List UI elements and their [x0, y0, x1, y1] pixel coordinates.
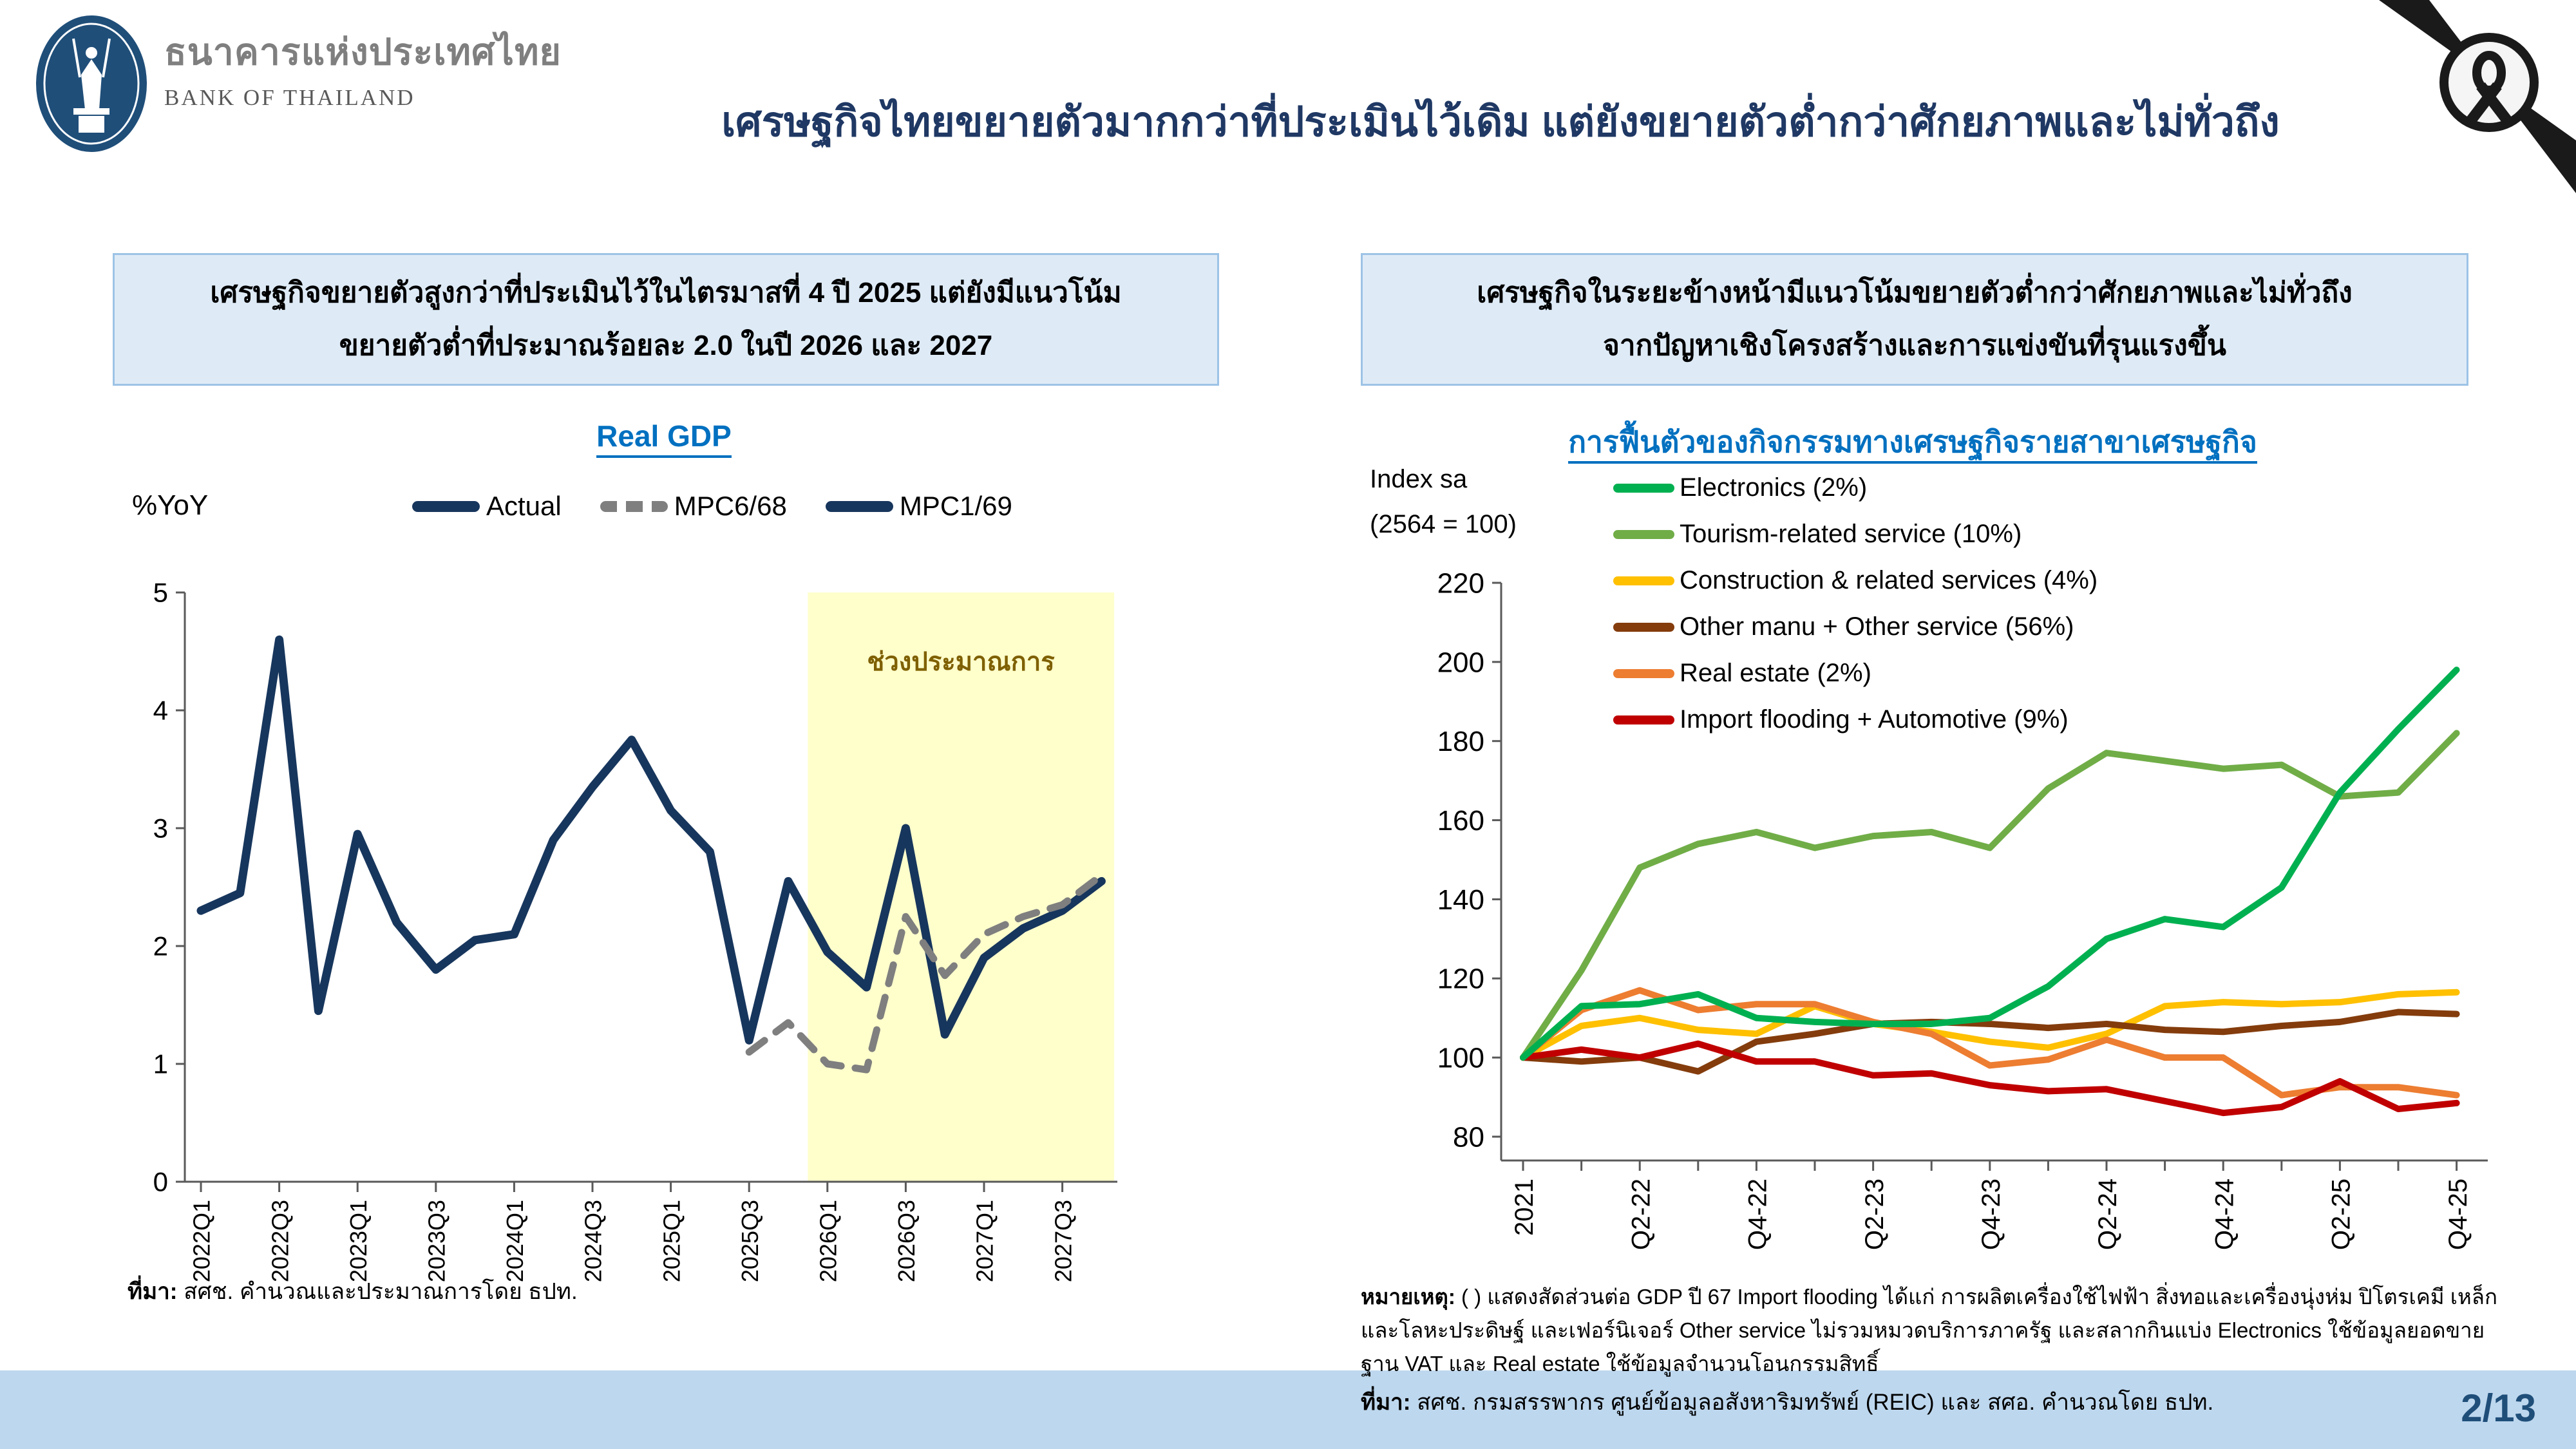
legend-swatch-actual	[412, 500, 480, 512]
legend-item-real-estate: Real estate (2%)	[1613, 659, 2098, 688]
legend-swatch-import-flooding	[1613, 715, 1674, 724]
y-tick-label: 1	[153, 1049, 168, 1079]
x-tick-label: Q4-25	[2444, 1179, 2472, 1250]
x-tick-label: 2026Q3	[893, 1200, 920, 1282]
right-chart-title: การฟื้นตัวของกิจกรรมทางเศรษฐกิจรายสาขาเศ…	[1361, 419, 2465, 466]
legend-item-construction: Construction & related services (4%)	[1613, 566, 2098, 595]
logo-org-name-th: ธนาคารแห่งประเทศไทย	[164, 32, 562, 73]
left-chart-legend: Actual MPC6/68 MPC1/69	[412, 491, 1012, 522]
x-tick-label: Q4-24	[2210, 1179, 2239, 1250]
x-tick-label: 2027Q3	[1050, 1200, 1076, 1282]
real-gdp-chart: 0 1 2 3 4 5 2022Q1 2022Q3 2023Q1 2023Q3 2024Q1 2024…	[153, 578, 1117, 1282]
x-tick-label: 2023Q3	[423, 1200, 450, 1282]
y-tick-label: 80	[1453, 1121, 1484, 1153]
left-chart-source: ที่มา: สศช. คำนวณและประมาณการโดย ธปท.	[128, 1279, 578, 1304]
x-tick-label: Q2-23	[1861, 1179, 1889, 1250]
left-callout-line1: เศรษฐกิจขยายตัวสูงกว่าที่ประเมินไว้ในไตร…	[210, 277, 1122, 308]
left-chart-title: Real GDP	[113, 419, 1215, 458]
right-chart-ylabel-line1: Index sa	[1370, 465, 1468, 493]
legend-swatch-construction	[1613, 576, 1674, 585]
y-tick-label: 0	[153, 1167, 168, 1197]
left-callout-line2: ขยายตัวต่ำที่ประมาณร้อยละ 2.0 ในปี 2026 …	[339, 330, 993, 361]
ribbon-circle	[2439, 33, 2539, 132]
y-tick-label: 100	[1437, 1043, 1484, 1074]
forecast-period-label: ช่วงประมาณการ	[867, 648, 1055, 676]
bot-logo	[33, 13, 149, 158]
y-tick-label: 120	[1437, 963, 1484, 995]
legend-item-mpc668: MPC6/68	[600, 491, 787, 522]
x-tick-label: 2022Q3	[267, 1200, 293, 1282]
sector-activity-chart: 80 100 120 140 160 180 200 220 2021 Q2-22 Q4-22 Q2-…	[1437, 567, 2488, 1250]
legend-item-mpc169: MPC1/69	[825, 491, 1012, 522]
logo-org-name-en: BANK OF THAILAND	[164, 85, 415, 110]
series-line-3	[1520, 1009, 2460, 1075]
right-chart-ylabel-line2: (2564 = 100)	[1370, 510, 1517, 538]
y-tick-label: 140	[1437, 884, 1484, 916]
y-tick-label: 2	[153, 931, 168, 961]
x-tick-label: 2022Q1	[189, 1200, 215, 1282]
y-tick-label: 160	[1437, 805, 1484, 837]
legend-swatch-tourism	[1613, 529, 1674, 539]
x-tick-label: 2024Q1	[502, 1200, 528, 1282]
x-tick-label: 2026Q1	[815, 1200, 841, 1282]
x-tick-label: 2021	[1510, 1179, 1539, 1236]
x-tick-label: Q4-23	[1977, 1179, 2005, 1250]
x-tick-label: 2023Q1	[345, 1200, 372, 1282]
legend-item-tourism: Tourism-related service (10%)	[1613, 520, 2098, 549]
forecast-band	[808, 592, 1114, 1182]
legend-item-electronics: Electronics (2%)	[1613, 473, 2098, 502]
logo-wordmark: ธนาคารแห่งประเทศไทย BANK OF THAILAND	[164, 23, 562, 111]
y-tick-label: 200	[1437, 647, 1484, 678]
y-tick-label: 5	[153, 578, 168, 608]
right-callout-line1: เศรษฐกิจในระยะข้างหน้ามีแนวโน้มขยายตัวต่…	[1477, 277, 2353, 308]
legend-swatch-other-manu	[1613, 622, 1674, 632]
series-line-5	[1520, 1040, 2460, 1117]
y-tick-label: 220	[1437, 567, 1484, 599]
legend-item-import-flooding: Import flooding + Automotive (9%)	[1613, 705, 2098, 734]
legend-swatch-mpc169	[825, 500, 893, 512]
x-tick-label: 2027Q1	[972, 1200, 998, 1282]
legend-swatch-electronics	[1613, 483, 1674, 493]
mourning-ribbon-banner	[2379, 0, 2576, 193]
bot-emblem-icon	[36, 15, 147, 152]
legend-swatch-mpc668	[600, 500, 668, 512]
y-tick-label: 3	[153, 813, 168, 844]
right-chart-note: หมายเหตุ: ( ) แสดงสัดส่วนต่อ GDP ปี 67 I…	[1361, 1285, 2497, 1376]
page-number: 2/13	[2461, 1387, 2536, 1430]
x-tick-label: Q4-22	[1744, 1179, 1772, 1250]
x-tick-label: 2025Q3	[737, 1200, 763, 1282]
bottom-strip	[0, 1370, 2576, 1449]
legend-swatch-real-estate	[1613, 668, 1674, 678]
right-chart-source: ที่มา: สศช. กรมสรรพากร ศูนย์ข้อมูลอสังหา…	[1361, 1390, 2214, 1415]
right-callout-box: เศรษฐกิจในระยะข้างหน้ามีแนวโน้มขยายตัวต่…	[1361, 253, 2468, 386]
x-tick-label: 2024Q3	[580, 1200, 607, 1282]
series-line-1	[745, 871, 1105, 1074]
y-tick-label: 4	[153, 696, 168, 726]
left-callout-box: เศรษฐกิจขยายตัวสูงกว่าที่ประเมินไว้ในไตร…	[113, 253, 1219, 386]
left-chart-ylabel: %YoY	[132, 489, 209, 521]
black-ribbon-icon	[2464, 51, 2514, 128]
page-title: เศรษฐกิจไทยขยายตัวมากกว่าที่ประเมินไว้เด…	[721, 99, 2280, 145]
right-callout-line2: จากปัญหาเชิงโครงสร้างและการแข่งขันที่รุน…	[1603, 330, 2226, 361]
series-line-4	[1520, 987, 2460, 1099]
y-tick-label: 180	[1437, 726, 1484, 757]
x-tick-label: Q2-24	[2094, 1179, 2122, 1250]
series-line-1	[1520, 730, 2460, 1061]
series-line-0	[1520, 667, 2460, 1061]
x-tick-label: 2025Q1	[658, 1200, 685, 1282]
series-line-2	[1520, 989, 2460, 1061]
series-line-0	[196, 635, 1106, 1045]
right-chart-legend: Electronics (2%) Tourism-related service…	[1613, 473, 2098, 734]
x-tick-label: Q2-22	[1627, 1179, 1655, 1250]
x-tick-label: Q2-25	[2327, 1179, 2356, 1250]
legend-item-other-manu: Other manu + Other service (56%)	[1613, 612, 2098, 641]
legend-item-actual: Actual	[412, 491, 562, 522]
